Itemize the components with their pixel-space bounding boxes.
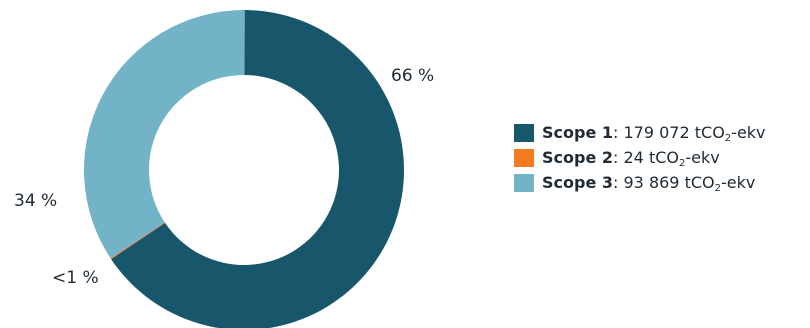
legend-name-scope-2: Scope 2 xyxy=(542,148,614,167)
legend-swatch-scope-2 xyxy=(514,149,534,167)
donut-slices xyxy=(83,9,404,328)
legend-name-scope-3: Scope 3 xyxy=(542,173,614,192)
legend-value-scope-3: 93 869 tCO2-ekv xyxy=(623,173,756,194)
slice-scope-1 xyxy=(111,10,404,328)
chart-legend: Scope 1: 179 072 tCO2-ekv Scope 2: 24 tC… xyxy=(514,124,766,199)
legend-swatch-scope-1 xyxy=(514,124,534,142)
slice-scope-2 xyxy=(110,222,166,260)
legend-item-scope-2: Scope 2: 24 tCO2-ekv xyxy=(514,148,766,169)
legend-value-scope-1: 179 072 tCO2-ekv xyxy=(623,123,766,144)
slice-scope-3 xyxy=(83,9,245,259)
legend-swatch-scope-3 xyxy=(514,174,534,192)
legend-name-scope-1: Scope 1 xyxy=(542,123,614,142)
slice-label-scope-1: 66 % xyxy=(391,66,434,86)
slice-label-scope-2: <1 % xyxy=(52,268,99,288)
legend-item-scope-3: Scope 3: 93 869 tCO2-ekv xyxy=(514,173,766,194)
slice-label-scope-3: 34 % xyxy=(14,191,57,211)
legend-value-scope-2: 24 tCO2-ekv xyxy=(623,148,720,169)
legend-item-scope-1: Scope 1: 179 072 tCO2-ekv xyxy=(514,123,766,144)
